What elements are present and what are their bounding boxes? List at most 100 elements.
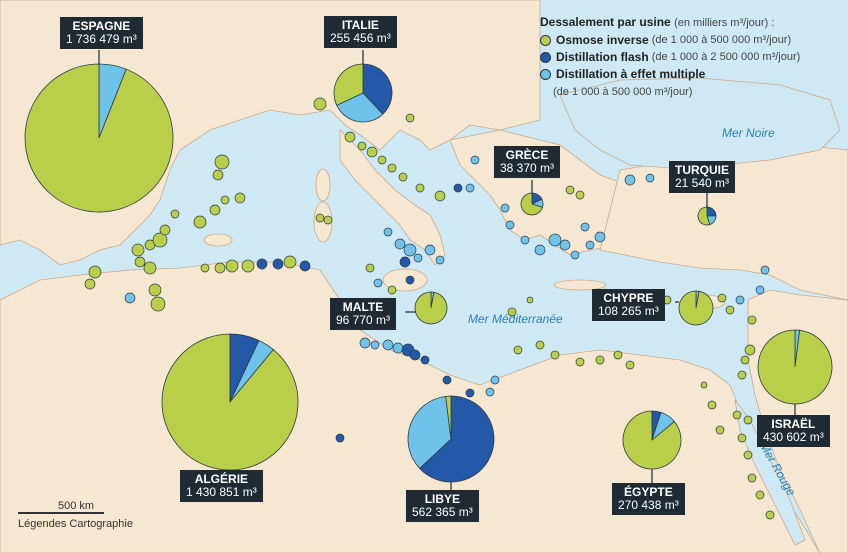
plant-dot-multiple: [359, 337, 371, 349]
plant-dot-osmose: [526, 296, 534, 304]
legend-label-multiple: Distillation à effet multiple: [556, 67, 706, 81]
plant-dot-flash: [256, 258, 268, 270]
plant-dot-osmose: [365, 263, 375, 273]
country-value: 96 770: [336, 313, 373, 327]
country-name: TURQUIE: [675, 163, 730, 177]
slice-osmose: [24, 63, 174, 213]
country-unit: m³: [242, 485, 257, 499]
country-name: ALGÉRIE: [194, 472, 249, 486]
country-value: 270 438: [618, 498, 662, 512]
plant-dot-multiple: [403, 243, 417, 257]
plant-dot-osmose: [134, 256, 146, 268]
plant-dot-multiple: [645, 173, 655, 183]
pie-malte: [414, 291, 448, 325]
plant-dot-osmose: [150, 296, 166, 312]
label-egypte: ÉGYPTE 270 438 m³: [612, 483, 685, 515]
plant-dot-osmose: [84, 278, 96, 290]
legend-range-flash: (de 1 000 à 2 500 000 m³/jour): [651, 51, 801, 63]
plant-dot-osmose: [209, 204, 221, 216]
plant-dot-multiple: [124, 292, 136, 304]
plant-dot-osmose: [387, 163, 397, 173]
plant-dot-osmose: [434, 190, 446, 202]
plant-dot-multiple: [755, 285, 765, 295]
country-unit: m³: [458, 505, 473, 519]
plant-dot-osmose: [595, 355, 605, 365]
plant-dot-multiple: [520, 235, 530, 245]
legend-unit: (en milliers m³/jour) :: [674, 17, 775, 29]
country-unit: m³: [715, 176, 730, 190]
slice-flash: [362, 63, 393, 115]
country-value: 108 265: [598, 304, 642, 318]
plant-dot-flash: [409, 349, 421, 361]
plant-dot-multiple: [465, 183, 475, 193]
label-malte: MALTE 96 770 m³: [330, 298, 397, 330]
plant-dot-flash: [299, 260, 311, 272]
plant-dot-multiple: [413, 253, 423, 263]
plant-dot-osmose: [214, 262, 226, 274]
country-name: CHYPRE: [603, 291, 654, 305]
plant-dot-osmose: [152, 232, 168, 248]
plant-dot-osmose: [415, 183, 425, 193]
plant-dot-multiple: [392, 342, 404, 354]
island-sardinia: [313, 201, 333, 243]
plant-dot-osmose: [193, 215, 207, 229]
country-unit: m³: [809, 430, 824, 444]
country-unit: m³: [122, 32, 137, 46]
plant-dot-multiple: [424, 244, 436, 256]
plant-dot-osmose: [550, 350, 560, 360]
country-pies: [24, 63, 833, 483]
plant-dot-flash: [405, 275, 415, 285]
pie-espagne: [24, 63, 174, 213]
slice-osmose: [622, 410, 682, 470]
flash-swatch-icon: [540, 52, 551, 63]
plant-dot-osmose: [765, 510, 775, 520]
black-sea: [559, 77, 841, 169]
country-unit: m³: [540, 161, 555, 175]
sea-label-black-sea: Mer Noire: [722, 126, 775, 140]
plant-dot-multiple: [548, 233, 562, 247]
small-plant-dots: [84, 97, 775, 520]
plant-dot-osmose: [159, 224, 171, 236]
island-sicily: [382, 268, 428, 292]
plant-dot-osmose: [170, 209, 180, 219]
slice-osmose: [520, 192, 543, 216]
plant-dot-multiple: [580, 222, 590, 232]
country-unit: m³: [664, 498, 679, 512]
island-corsica: [315, 168, 331, 202]
plant-dot-osmose: [513, 345, 523, 355]
island-baleares: [203, 233, 233, 247]
legend-label-osmose: Osmose inverse: [556, 33, 649, 47]
plant-dot-osmose: [507, 307, 517, 317]
plant-dot-multiple: [570, 250, 580, 260]
plant-dot-osmose: [323, 215, 333, 225]
plant-dot-osmose: [405, 113, 415, 123]
legend: Dessalement par usine (en milliers m³/jo…: [540, 14, 840, 101]
plant-dot-osmose: [387, 285, 397, 295]
plant-dot-multiple: [624, 174, 636, 186]
plant-dot-multiple: [559, 239, 571, 251]
plant-dot-osmose: [755, 490, 765, 500]
legend-item-flash: Distillation flash (de 1 000 à 2 500 000…: [540, 49, 840, 66]
slice-flash: [419, 395, 495, 483]
plant-dot-osmose: [131, 243, 145, 257]
pie-israël: [757, 329, 833, 405]
plant-dot-multiple: [394, 238, 406, 250]
plant-dot-osmose: [737, 370, 747, 380]
pie-égypte: [622, 410, 682, 470]
country-name: ÉGYPTE: [624, 485, 673, 499]
sea-label-mediterranean: Mer Méditerranée: [468, 312, 563, 326]
plant-dot-osmose: [344, 131, 356, 143]
plant-dot-multiple: [534, 244, 546, 256]
country-value: 1 736 479: [66, 32, 120, 46]
pie-grèce: [520, 192, 544, 216]
country-value: 21 540: [675, 176, 712, 190]
multiple-swatch-icon: [540, 69, 551, 80]
plant-dot-multiple: [760, 265, 770, 275]
plant-dot-osmose: [212, 169, 224, 181]
plant-dot-osmose: [715, 425, 725, 435]
plant-dot-multiple: [735, 295, 745, 305]
slice-osmose: [697, 206, 711, 226]
plant-dot-osmose: [357, 141, 367, 151]
plant-dot-flash: [465, 388, 475, 398]
label-chypre: CHYPRE 108 265 m³: [592, 289, 665, 321]
